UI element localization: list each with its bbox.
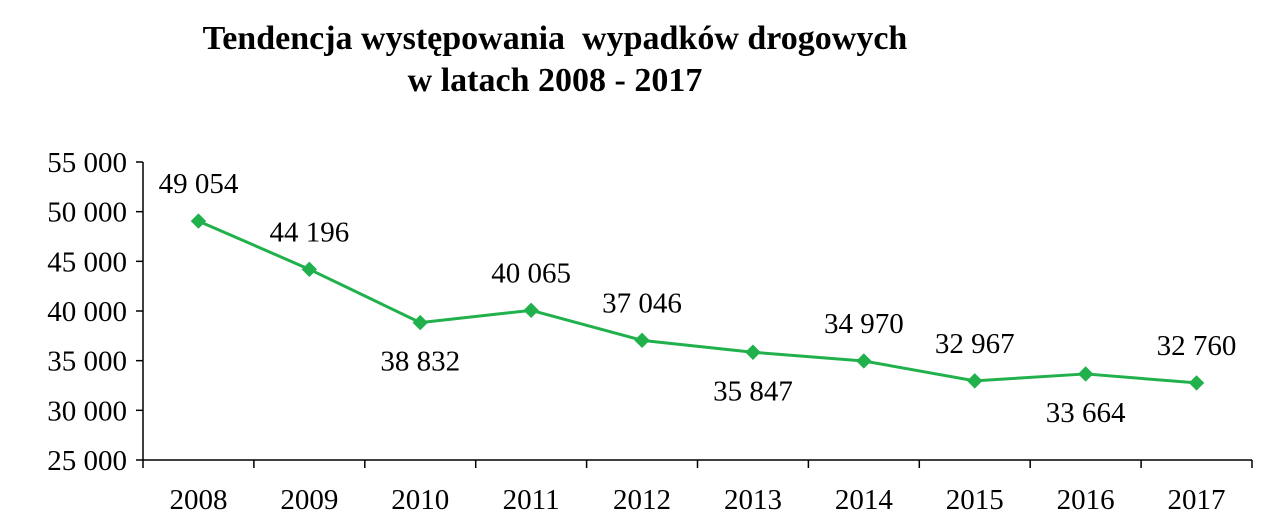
data-label: 38 832: [380, 346, 460, 378]
data-label: 33 664: [1046, 397, 1126, 429]
chart-data-labels: 49 054 44 196 38 832 40 065 37 046 35 847 34 9…: [159, 168, 1237, 429]
chart-axes: 25 000 30 000 35 000 40 000 45 000 50 000 55 0…: [47, 147, 1253, 516]
x-tick-label: 2017: [1168, 484, 1226, 516]
y-tick-label: 45 000: [47, 246, 127, 278]
y-tick-label: 55 000: [47, 147, 127, 179]
data-label: 44 196: [269, 216, 349, 248]
data-point-marker: [634, 332, 650, 349]
x-tick-label: 2013: [724, 484, 782, 516]
data-point-marker: [1188, 375, 1205, 391]
data-point-marker: [523, 302, 539, 319]
data-label: 32 760: [1157, 330, 1237, 362]
data-label: 37 046: [602, 287, 682, 319]
data-label: 35 847: [713, 375, 793, 407]
data-point-marker: [190, 213, 207, 229]
x-tick-label: 2010: [391, 484, 449, 516]
y-tick-label: 35 000: [47, 346, 127, 378]
x-tick-label: 2014: [835, 484, 894, 516]
y-tick-label: 40 000: [47, 296, 127, 328]
x-tick-label: 2009: [280, 484, 338, 516]
chart-title: Tendencja występowania wypadków drogowyc…: [100, 18, 1010, 102]
chart-title-line-1: Tendencja występowania wypadków drogowyc…: [202, 20, 908, 57]
x-tick-label: 2016: [1057, 484, 1115, 516]
x-tick-label: 2008: [169, 484, 227, 516]
data-point-marker: [967, 373, 983, 389]
y-tick-label: 50 000: [47, 197, 127, 229]
data-label: 40 065: [491, 257, 571, 289]
data-point-marker: [1077, 366, 1094, 382]
chart-series: [190, 213, 1205, 391]
chart-title-line-2: w latach 2008 - 2017: [407, 62, 703, 99]
data-label: 34 970: [824, 308, 904, 340]
data-point-marker: [856, 353, 872, 369]
x-tick-label: 2011: [503, 484, 560, 516]
data-point-marker: [412, 314, 428, 331]
x-tick-label: 2015: [946, 484, 1004, 516]
data-point-marker: [301, 261, 318, 278]
data-point-marker: [745, 344, 761, 360]
series-line: [197, 219, 1197, 385]
y-tick-label: 30 000: [47, 395, 127, 427]
data-label: 49 054: [159, 168, 239, 200]
y-tick-label: 25 000: [47, 445, 127, 477]
data-label: 32 967: [935, 328, 1015, 360]
x-tick-label: 2012: [613, 484, 671, 516]
